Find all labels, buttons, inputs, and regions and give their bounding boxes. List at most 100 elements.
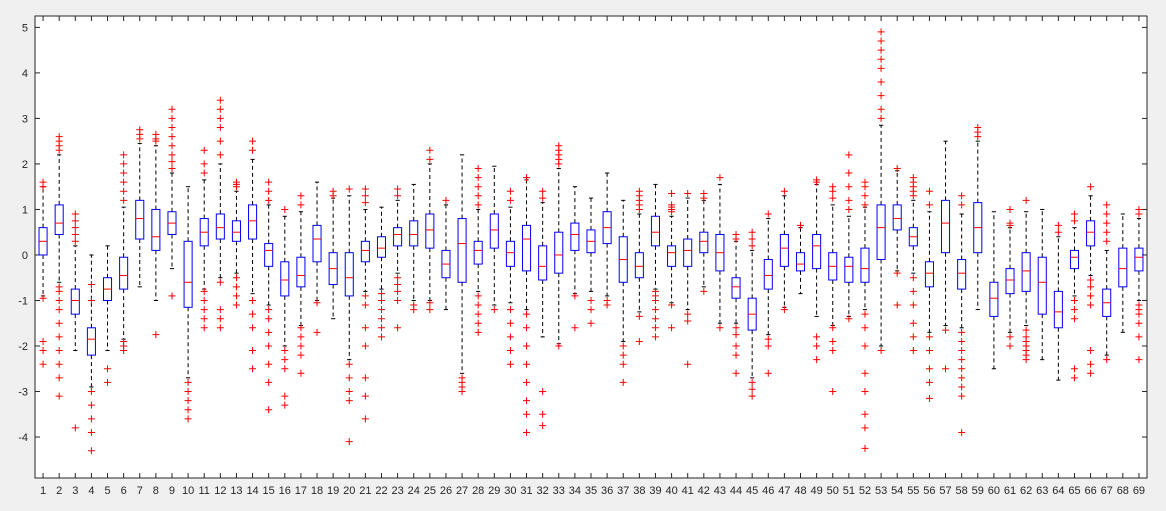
outlier-point xyxy=(87,415,95,423)
outlier-point xyxy=(249,296,257,304)
outlier-point xyxy=(732,331,740,339)
box-68 xyxy=(1118,213,1128,333)
x-tick-label: 66 xyxy=(1084,485,1096,497)
box-42 xyxy=(699,190,709,295)
outlier-point xyxy=(877,78,885,86)
iqr-box xyxy=(538,245,548,281)
outlier-point xyxy=(232,274,240,282)
outlier-point xyxy=(120,169,128,177)
x-tick-label: 43 xyxy=(714,485,726,497)
outlier-point xyxy=(684,190,692,198)
box-41 xyxy=(683,190,693,368)
x-tick-label: 5 xyxy=(104,485,110,497)
outlier-point xyxy=(877,105,885,113)
outlier-point xyxy=(877,55,885,63)
outlier-point xyxy=(216,124,224,132)
iqr-box xyxy=(86,327,96,356)
outlier-point xyxy=(813,333,821,341)
x-tick-label: 65 xyxy=(1068,485,1080,497)
outlier-point xyxy=(249,347,257,355)
iqr-box xyxy=(941,199,951,254)
iqr-box xyxy=(54,204,64,235)
outlier-point xyxy=(651,296,659,304)
y-tick-label: 4 xyxy=(22,68,28,80)
outlier-point xyxy=(426,306,434,314)
outlier-point xyxy=(1103,210,1111,218)
outlier-point xyxy=(539,388,547,396)
axes-frame xyxy=(34,15,1148,479)
x-tick-label: 10 xyxy=(182,485,194,497)
x-tick-label: 49 xyxy=(810,485,822,497)
outlier-point xyxy=(377,333,385,341)
outlier-point xyxy=(313,328,321,336)
outlier-point xyxy=(732,342,740,350)
iqr-box xyxy=(473,240,483,265)
outlier-point xyxy=(200,296,208,304)
outlier-point xyxy=(651,315,659,323)
outlier-point xyxy=(764,210,772,218)
outlier-point xyxy=(216,137,224,145)
outlier-point xyxy=(1087,276,1095,284)
outlier-point xyxy=(748,392,756,400)
outlier-point xyxy=(1103,228,1111,236)
outlier-point xyxy=(877,46,885,54)
x-tick-label: 50 xyxy=(827,485,839,497)
x-tick-label: 37 xyxy=(617,485,629,497)
outlier-point xyxy=(394,274,402,282)
outlier-point xyxy=(200,169,208,177)
outlier-point xyxy=(200,160,208,168)
x-tick-label: 19 xyxy=(327,485,339,497)
outlier-point xyxy=(249,310,257,318)
outlier-point xyxy=(909,274,917,282)
outlier-point xyxy=(297,342,305,350)
outlier-point xyxy=(861,369,869,377)
outlier-point xyxy=(877,28,885,36)
iqr-box xyxy=(231,220,241,242)
outlier-point xyxy=(297,201,305,209)
box-16 xyxy=(280,205,290,409)
outlier-point xyxy=(55,296,63,304)
x-tick-label: 7 xyxy=(137,485,143,497)
box-43 xyxy=(715,174,725,332)
outlier-point xyxy=(1087,183,1095,191)
outlier-point xyxy=(55,360,63,368)
outlier-point xyxy=(587,296,595,304)
outlier-point xyxy=(426,155,434,163)
x-tick-label: 69 xyxy=(1133,485,1145,497)
x-tick-label: 16 xyxy=(279,485,291,497)
outlier-point xyxy=(265,378,273,386)
outlier-point xyxy=(474,310,482,318)
outlier-point xyxy=(571,324,579,332)
outlier-point xyxy=(684,360,692,368)
outlier-point xyxy=(120,151,128,159)
outlier-point xyxy=(394,324,402,332)
outlier-point xyxy=(265,328,273,336)
iqr-box xyxy=(344,252,354,297)
box-20 xyxy=(344,185,354,446)
outlier-point xyxy=(523,428,531,436)
x-tick-label: 64 xyxy=(1052,485,1064,497)
outlier-point xyxy=(748,242,756,250)
x-tick-label: 30 xyxy=(504,485,516,497)
outlier-point xyxy=(1070,374,1078,382)
outlier-point xyxy=(1022,356,1030,364)
outlier-point xyxy=(958,392,966,400)
outlier-point xyxy=(71,210,79,218)
outlier-point xyxy=(168,124,176,132)
outlier-point xyxy=(297,192,305,200)
outlier-point xyxy=(668,190,676,198)
outlier-point xyxy=(651,333,659,341)
outlier-point xyxy=(813,342,821,350)
box-11 xyxy=(199,146,209,332)
x-tick-label: 23 xyxy=(391,485,403,497)
outlier-point xyxy=(1103,201,1111,209)
x-tick-label: 52 xyxy=(859,485,871,497)
outlier-point xyxy=(829,194,837,202)
outlier-point xyxy=(958,428,966,436)
outlier-point xyxy=(1006,342,1014,350)
outlier-point xyxy=(168,142,176,150)
outlier-point xyxy=(39,337,47,345)
box-65 xyxy=(1069,210,1080,382)
outlier-point xyxy=(845,169,853,177)
